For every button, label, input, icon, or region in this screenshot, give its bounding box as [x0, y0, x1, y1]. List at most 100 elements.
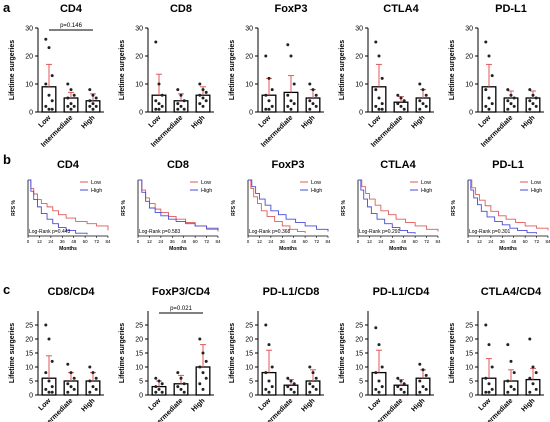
- data-point: [157, 387, 161, 391]
- series-line-high: [28, 179, 88, 235]
- x-tick-label: 24: [378, 239, 384, 244]
- data-point: [91, 371, 95, 375]
- data-point: [91, 93, 95, 97]
- data-point: [264, 387, 268, 391]
- data-point: [201, 387, 205, 391]
- y-tick-label: 20: [355, 54, 363, 61]
- data-point: [314, 104, 318, 108]
- data-point: [154, 376, 158, 380]
- x-tick-label: 12: [257, 239, 263, 244]
- data-point: [399, 104, 403, 108]
- y-axis-label: RFS %: [121, 200, 127, 216]
- data-point: [66, 382, 70, 386]
- data-point: [506, 88, 510, 92]
- data-point: [308, 99, 312, 103]
- data-point: [534, 371, 538, 375]
- data-point: [308, 390, 312, 394]
- chart-title: CD8: [170, 3, 192, 15]
- x-tick-label: Low: [368, 397, 383, 412]
- data-point: [484, 323, 488, 327]
- data-point: [154, 107, 158, 111]
- x-tick-label: 0: [357, 239, 360, 244]
- data-point: [204, 359, 208, 363]
- survival-chart-8: CTLA4 RFS % 0 12 24 36 48 60 72 84 Months Low High Lo…: [341, 159, 441, 252]
- data-point: [292, 102, 296, 106]
- series-line-low: [468, 179, 549, 231]
- y-tick-label: 25: [135, 323, 143, 330]
- data-point: [157, 107, 161, 111]
- x-tick-label: 60: [83, 239, 89, 244]
- data-point: [66, 362, 70, 366]
- x-tick-label: Low: [258, 397, 273, 412]
- y-axis-label: Lifetime surgeries: [119, 323, 126, 383]
- data-point: [267, 390, 271, 394]
- x-tick-label: High: [80, 397, 96, 413]
- x-tick-label: 12: [367, 239, 373, 244]
- data-point: [44, 82, 48, 86]
- y-tick-label: 20: [25, 54, 33, 61]
- data-point: [289, 387, 293, 391]
- x-tick-label: 72: [534, 239, 540, 244]
- y-tick-label: 10: [135, 365, 143, 372]
- y-tick-label: 20: [25, 337, 33, 344]
- y-axis-label: Lifetime surgeries: [449, 323, 456, 383]
- data-point: [484, 88, 488, 92]
- data-point: [47, 337, 51, 341]
- data-point: [292, 382, 296, 386]
- y-tick-label: 5: [139, 379, 143, 386]
- x-axis-label: Months: [389, 246, 407, 252]
- y-tick-label: 30: [135, 26, 143, 33]
- data-point: [204, 99, 208, 103]
- data-point: [286, 93, 290, 97]
- data-point: [292, 82, 296, 86]
- data-point: [424, 93, 428, 97]
- x-tick-label: High: [520, 397, 536, 413]
- data-point: [528, 390, 532, 394]
- data-point: [198, 382, 202, 386]
- data-point: [402, 390, 406, 394]
- data-point: [182, 382, 186, 386]
- x-tick-label: High: [190, 114, 206, 130]
- legend-label: High: [311, 188, 322, 194]
- chart-title: CD8/CD4: [47, 286, 95, 298]
- y-tick-label: 0: [249, 393, 253, 400]
- x-tick-label: 84: [435, 239, 441, 244]
- data-point: [377, 390, 381, 394]
- x-tick-label: 48: [401, 239, 407, 244]
- data-point: [512, 96, 516, 100]
- x-tick-label: 72: [424, 239, 430, 244]
- data-point: [88, 390, 92, 394]
- x-axis-label: Months: [59, 246, 77, 252]
- data-point: [264, 323, 268, 327]
- chart-title: FoxP3/CD4: [152, 286, 211, 298]
- data-point: [264, 107, 268, 111]
- data-point: [88, 365, 92, 369]
- data-point: [267, 99, 271, 103]
- x-tick-label: 84: [215, 239, 221, 244]
- data-point: [69, 385, 73, 389]
- data-point: [44, 387, 48, 391]
- data-point: [377, 107, 381, 111]
- y-tick-label: 0: [469, 110, 473, 117]
- x-tick-label: 36: [60, 239, 66, 244]
- x-tick-label: 0: [247, 239, 250, 244]
- data-point: [377, 96, 381, 100]
- x-tick-label: 36: [280, 239, 286, 244]
- x-tick-label: 60: [193, 239, 199, 244]
- data-point: [286, 104, 290, 108]
- x-tick-label: Low: [38, 114, 53, 129]
- data-point: [399, 96, 403, 100]
- data-point: [506, 107, 510, 111]
- data-point: [487, 54, 491, 58]
- data-point: [270, 88, 274, 92]
- y-axis-label: Lifetime surgeries: [229, 40, 236, 100]
- x-tick-label: 48: [71, 239, 77, 244]
- data-point: [94, 376, 98, 380]
- data-point: [534, 96, 538, 100]
- data-point: [531, 102, 535, 106]
- data-point: [270, 104, 274, 108]
- legend-label: High: [91, 188, 102, 194]
- data-point: [424, 387, 428, 391]
